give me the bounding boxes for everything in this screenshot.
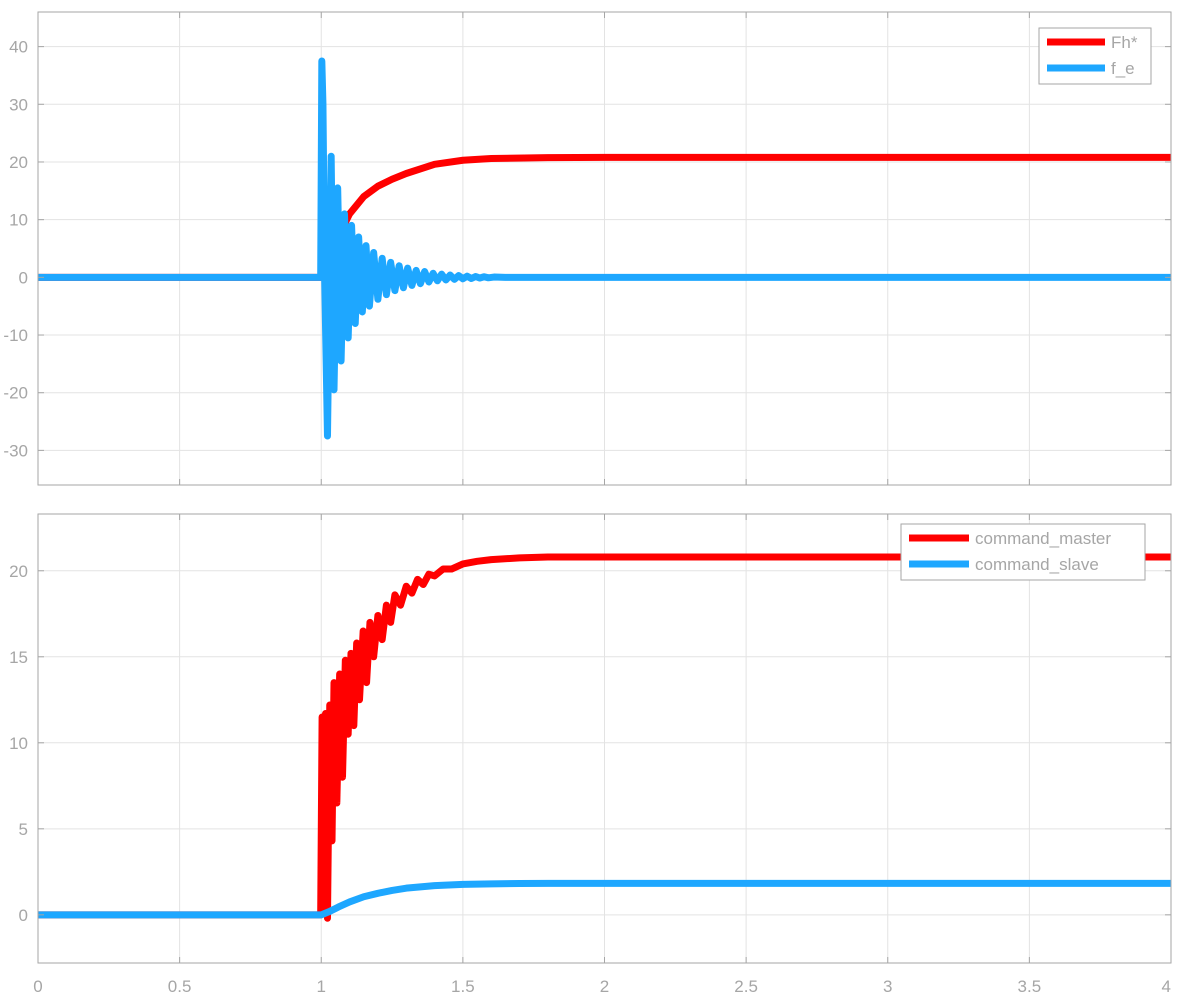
legend-label: Fh* — [1111, 33, 1138, 52]
x-tick-label: 3 — [883, 977, 892, 996]
legend-box — [1038, 27, 1152, 85]
y-tick-label: 0 — [19, 268, 28, 287]
y-tick-label: 10 — [9, 211, 28, 230]
y-tick-label: 10 — [9, 734, 28, 753]
x-tick-label: 4 — [1162, 977, 1171, 996]
legend: Fh* f_e — [1038, 27, 1152, 85]
legend-label: command_master — [975, 529, 1111, 548]
series-line-f_e — [38, 57, 1171, 440]
y-tick-label: 5 — [19, 820, 28, 839]
chart-top: -30 -20 -10 0 10 20 30 40 Fh* f_e — [3, 11, 1172, 486]
series-group — [38, 57, 1171, 440]
x-tick-label: 1 — [317, 977, 326, 996]
y-tick-label: 20 — [9, 153, 28, 172]
y-tick-label: -10 — [3, 326, 28, 345]
x-tick-label: 3.5 — [1018, 977, 1042, 996]
series-line-command_slave — [38, 879, 1171, 919]
x-tick-label: 2.5 — [734, 977, 758, 996]
y-tick-label: 15 — [9, 648, 28, 667]
y-tick-label: 0 — [19, 906, 28, 925]
series-group — [38, 553, 1171, 922]
y-tick-label: 30 — [9, 95, 28, 114]
series-line-command_master — [38, 553, 1171, 922]
y-tick-label: -20 — [3, 384, 28, 403]
y-tick-label: 20 — [9, 562, 28, 581]
y-tick-label: 40 — [9, 38, 28, 57]
legend-box — [900, 523, 1146, 581]
y-tick-label: -30 — [3, 441, 28, 460]
chart-bottom: 0 0.5 1 1.5 2 2.5 3 3.5 405101520command_masterc… — [9, 513, 1172, 996]
legend: command_master command_slave — [900, 523, 1146, 581]
x-tick-label: 2 — [600, 977, 609, 996]
x-tick-label: 0.5 — [168, 977, 192, 996]
legend-label: f_e — [1111, 59, 1135, 78]
legend-label: command_slave — [975, 555, 1099, 574]
x-tick-label: 0 — [33, 977, 42, 996]
x-tick-label: 1.5 — [451, 977, 475, 996]
